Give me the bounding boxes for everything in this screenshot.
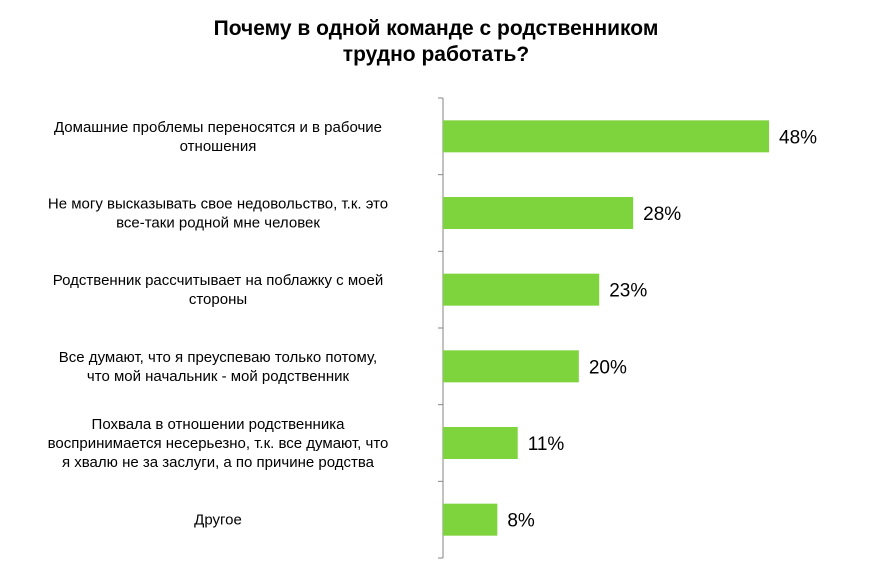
bar: [443, 427, 518, 459]
data-label: 8%: [507, 511, 535, 532]
category-label: Все думают, что я преуспеваю только пото…: [59, 349, 377, 385]
category-label-line: я хвалю не за заслуги, а по причине родс…: [62, 454, 375, 471]
data-label: 48%: [779, 127, 817, 148]
category-label-line: Не могу высказывать свое недовольство, т…: [48, 196, 388, 213]
bar: [443, 503, 498, 536]
category-label-line: Домашние проблемы переносятся и в рабочи…: [54, 119, 382, 136]
category-label-line: Все думают, что я преуспеваю только пото…: [59, 349, 377, 366]
data-label: 23%: [609, 281, 647, 302]
category-label: Родственник рассчитывает на поблажку с м…: [53, 272, 383, 308]
category-label-line: отношения: [180, 138, 257, 155]
category-label-line: Другое: [194, 512, 242, 529]
data-label: 11%: [528, 434, 565, 455]
category-label: Другое: [194, 512, 242, 529]
category-label-line: Похвала в отношении родственника: [92, 416, 346, 433]
category-label: Похвала в отношении родственника восприни…: [48, 416, 389, 471]
category-label-line: стороны: [189, 291, 247, 308]
data-label: 20%: [589, 357, 627, 378]
category-label-line: что мой начальник - мой родственник: [87, 368, 350, 385]
bar: [443, 197, 634, 229]
category-label-line: все-таки родной мне человек: [116, 215, 320, 232]
category-label: Не могу высказывать свое недовольство, т…: [48, 196, 388, 232]
bar: [443, 273, 600, 306]
chart-title: Почему в одной команде с родственником т…: [213, 17, 659, 66]
category-label-line: Родственник рассчитывает на поблажку с м…: [53, 272, 383, 289]
category-label: Домашние проблемы переносятся и в рабочи…: [54, 119, 382, 155]
bar: [443, 350, 579, 383]
category-label-line: воспринимается несерьезно, т.к. все дума…: [48, 435, 389, 452]
bar: [443, 120, 769, 153]
data-label: 28%: [643, 204, 681, 225]
